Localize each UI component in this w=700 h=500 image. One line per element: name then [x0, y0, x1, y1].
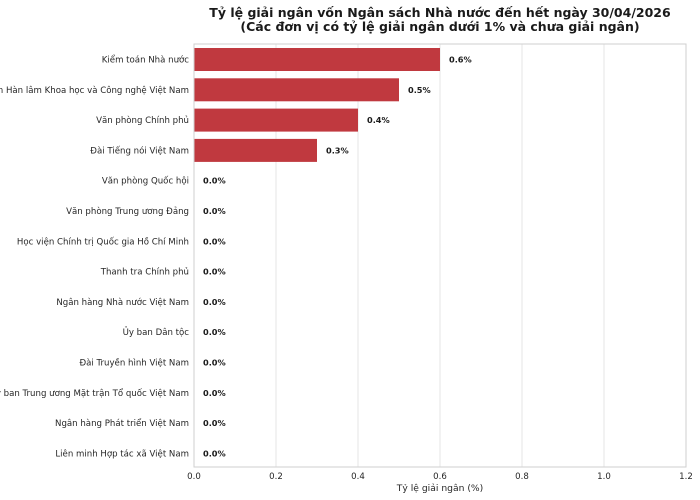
bar	[194, 138, 317, 162]
chart-subtitle: (Các đơn vị có tỷ lệ giải ngân dưới 1% v…	[240, 19, 639, 34]
value-label: 0.0%	[203, 358, 226, 368]
value-label: 0.0%	[203, 418, 226, 428]
value-label: 0.0%	[203, 327, 226, 337]
x-tick-label: 0.6	[433, 472, 447, 482]
category-label: Văn phòng Chính phủ	[96, 115, 189, 126]
bar	[194, 78, 399, 102]
bar	[194, 48, 440, 71]
value-label: 0.3%	[326, 145, 349, 155]
value-label: 0.0%	[203, 236, 226, 246]
x-tick-label: 0.8	[515, 472, 529, 482]
category-label: Ngân hàng Nhà nước Việt Nam	[56, 297, 189, 308]
value-label: 0.4%	[367, 115, 390, 125]
gridlines	[275, 44, 605, 467]
category-label: Kiểm toán Nhà nước	[102, 55, 190, 66]
x-axis-label: Tỷ lệ giải ngân (%)	[396, 483, 484, 494]
value-labels: 0.6% 0.5% 0.4% 0.3% 0.0% 0.0% 0.0% 0.0% 0.0% 0.0%…	[203, 55, 472, 459]
category-label: Ủy ban Trung ương Mặt trận Tổ quốc Việt …	[0, 387, 189, 399]
value-label: 0.6%	[449, 55, 472, 65]
x-tick-label: 0.0	[187, 472, 201, 482]
x-tick-label: 0.4	[351, 472, 365, 482]
plot-frame	[193, 43, 687, 468]
bar	[194, 108, 358, 132]
x-tick-labels: 0.0 0.2 0.4 0.6 0.8 1.0 1.2	[187, 472, 693, 482]
x-tick-label: 1.2	[679, 472, 693, 482]
category-label: Đài Truyền hình Việt Nam	[79, 358, 189, 369]
value-label: 0.0%	[203, 176, 226, 186]
category-label: Viện Hàn lâm Khoa học và Công nghệ Việt …	[0, 85, 189, 96]
value-label: 0.0%	[203, 267, 226, 277]
category-labels: Kiểm toán Nhà nước Viện Hàn lâm Khoa học …	[0, 55, 189, 460]
category-label: Ủy ban Dân tộc	[123, 326, 190, 338]
value-label: 0.0%	[203, 448, 226, 458]
category-label: Liên minh Hợp tác xã Việt Nam	[55, 448, 189, 459]
category-label: Thanh tra Chính phủ	[100, 267, 189, 278]
value-label: 0.0%	[203, 206, 226, 216]
x-tick-label: 0.2	[269, 472, 283, 482]
chart-title: Tỷ lệ giải ngân vốn Ngân sách Nhà nước đ…	[209, 5, 671, 20]
value-label: 0.0%	[203, 297, 226, 307]
x-tick-label: 1.0	[597, 472, 611, 482]
category-label: Văn phòng Trung ương Đảng	[66, 206, 189, 217]
value-label: 0.5%	[408, 85, 431, 95]
category-label: Ngân hàng Phát triển Việt Nam	[55, 418, 189, 429]
bars-group	[194, 48, 440, 162]
value-label: 0.0%	[203, 388, 226, 398]
category-label: Học viện Chính trị Quốc gia Hồ Chí Minh	[17, 236, 189, 247]
category-label: Văn phòng Quốc hội	[102, 176, 189, 187]
category-label: Đài Tiếng nói Việt Nam	[90, 145, 189, 156]
